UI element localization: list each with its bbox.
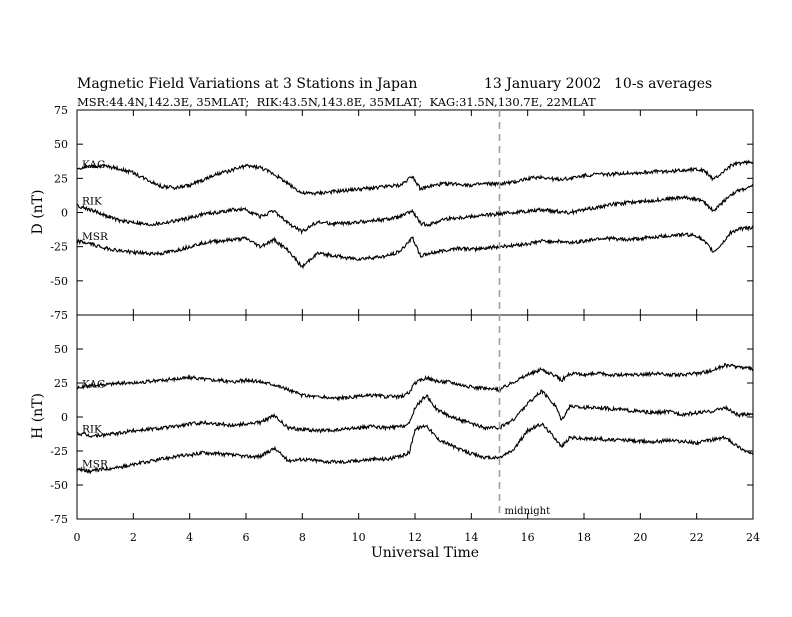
h-series-msr — [76, 422, 754, 475]
h-ytick-label-6: -75 — [50, 513, 68, 526]
chart-subtitle: MSR:44.4N,142.3E, 35MLAT; RIK:43.5N,143.… — [77, 95, 596, 109]
d-ytick-label-6: -75 — [50, 309, 68, 322]
x-tick-label-5: 10 — [352, 531, 366, 544]
d-ytick-label-4: -25 — [50, 241, 68, 254]
d-ytick-label-0: 75 — [54, 104, 68, 117]
x-axis-label: Universal Time — [371, 545, 479, 561]
h-series-label-kag: KAG — [82, 378, 105, 390]
x-tick-label-4: 8 — [299, 531, 306, 544]
x-tick-label-11: 22 — [690, 531, 704, 544]
d-series-kag — [76, 159, 754, 197]
x-axis-ticks: 0 2 4 6 8 10 12 14 16 18 20 22 24 — [74, 531, 761, 544]
chart-title: Magnetic Field Variations at 3 Stations … — [77, 76, 417, 92]
x-tick-label-1: 2 — [130, 531, 137, 544]
d-ytick-label-1: 50 — [54, 138, 68, 151]
h-panel-ylabel: H (nT) — [30, 393, 46, 439]
d-series-label-kag: KAG — [82, 159, 105, 171]
h-panel-frame — [76, 314, 754, 520]
x-tick-label-7: 14 — [464, 531, 478, 544]
d-panel: 75 50 25 0 -25 -50 -75 KAG RIK MSR — [50, 104, 754, 322]
d-series-label-rik: RIK — [82, 196, 102, 208]
h-ytick-label-2: 25 — [54, 377, 68, 390]
chart-averaging: 10-s averages — [614, 76, 712, 92]
h-series-kag — [76, 362, 754, 402]
d-panel-frame — [76, 109, 754, 316]
h-series-rik — [76, 389, 754, 439]
d-series-rik — [76, 183, 754, 236]
x-tick-label-9: 18 — [577, 531, 591, 544]
d-panel-ylabel: D (nT) — [30, 190, 46, 235]
midnight-annotation: midnight — [505, 506, 551, 517]
h-panel: 50 25 0 -25 -50 -75 KAG RIK MSR — [50, 314, 754, 526]
h-ytick-label-3: 0 — [61, 411, 68, 424]
chart-date: 13 January 2002 — [484, 76, 601, 92]
x-tick-label-10: 20 — [633, 531, 647, 544]
x-tick-label-8: 16 — [521, 531, 535, 544]
x-tick-label-3: 6 — [243, 531, 250, 544]
d-ytick-label-5: -50 — [50, 275, 68, 288]
x-tick-label-0: 0 — [74, 531, 81, 544]
d-series-label-msr: MSR — [82, 231, 109, 243]
d-ytick-label-2: 25 — [54, 172, 68, 185]
h-ytick-label-1: 50 — [54, 343, 68, 356]
x-tick-label-6: 12 — [408, 531, 422, 544]
d-series-msr — [76, 225, 754, 270]
x-tick-label-12: 24 — [746, 531, 760, 544]
d-ytick-label-3: 0 — [61, 207, 68, 220]
h-series-label-msr: MSR — [82, 459, 109, 471]
h-ytick-label-4: -25 — [50, 445, 68, 458]
h-series-label-rik: RIK — [82, 423, 102, 435]
x-tick-label-2: 4 — [186, 531, 193, 544]
h-ytick-label-5: -50 — [50, 479, 68, 492]
